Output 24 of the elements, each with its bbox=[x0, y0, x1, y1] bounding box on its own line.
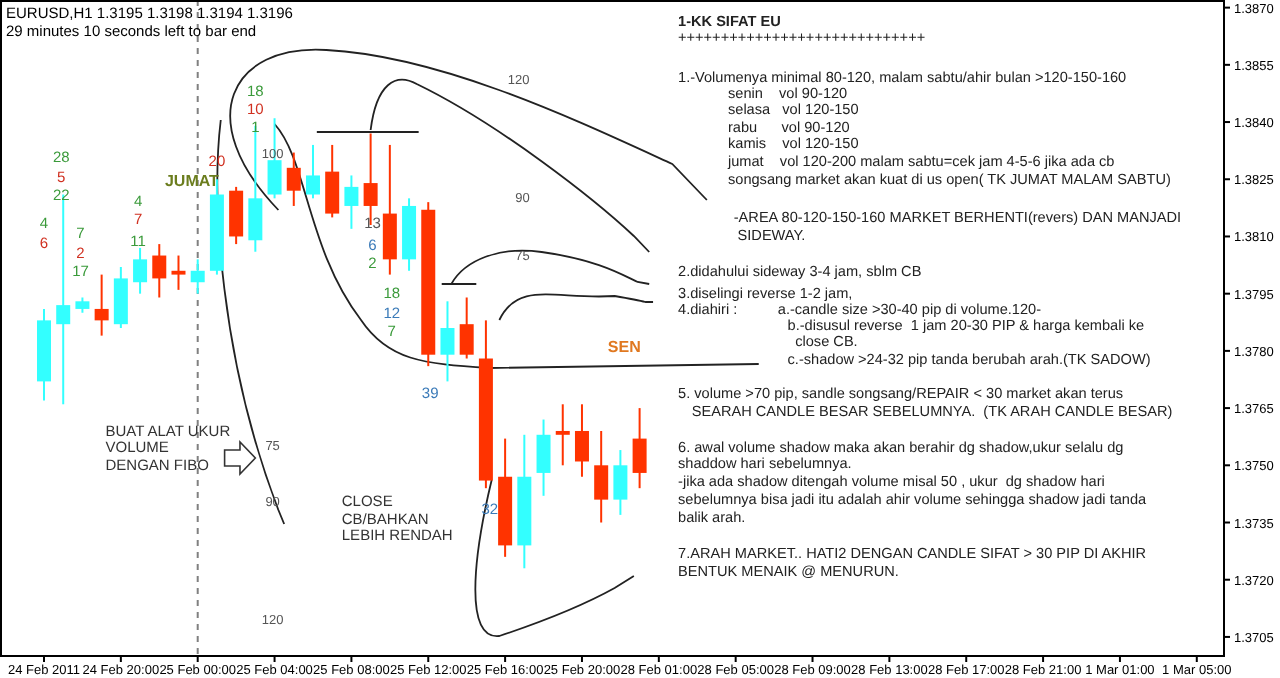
candlestick bbox=[440, 300, 455, 383]
candlestick bbox=[382, 143, 397, 276]
annotation: SEN bbox=[607, 338, 642, 356]
candlestick bbox=[594, 429, 609, 524]
candlestick bbox=[459, 296, 474, 360]
candlestick bbox=[286, 151, 301, 207]
candlestick bbox=[574, 403, 589, 478]
candlestick bbox=[190, 258, 205, 295]
candlestick bbox=[171, 254, 186, 291]
candlestick bbox=[613, 449, 628, 516]
candlestick bbox=[555, 403, 570, 467]
candlestick bbox=[152, 243, 167, 299]
candlestick bbox=[248, 124, 263, 253]
candlestick bbox=[94, 273, 109, 337]
candlestick bbox=[133, 246, 148, 295]
candlestick bbox=[56, 193, 71, 406]
candlestick bbox=[632, 407, 647, 490]
candlestick bbox=[229, 185, 244, 246]
candlestick bbox=[363, 132, 378, 227]
candlestick bbox=[344, 174, 359, 230]
candlestick bbox=[536, 418, 551, 497]
candlestick bbox=[325, 143, 340, 219]
candlestick bbox=[113, 265, 128, 329]
candlestick bbox=[305, 143, 320, 200]
